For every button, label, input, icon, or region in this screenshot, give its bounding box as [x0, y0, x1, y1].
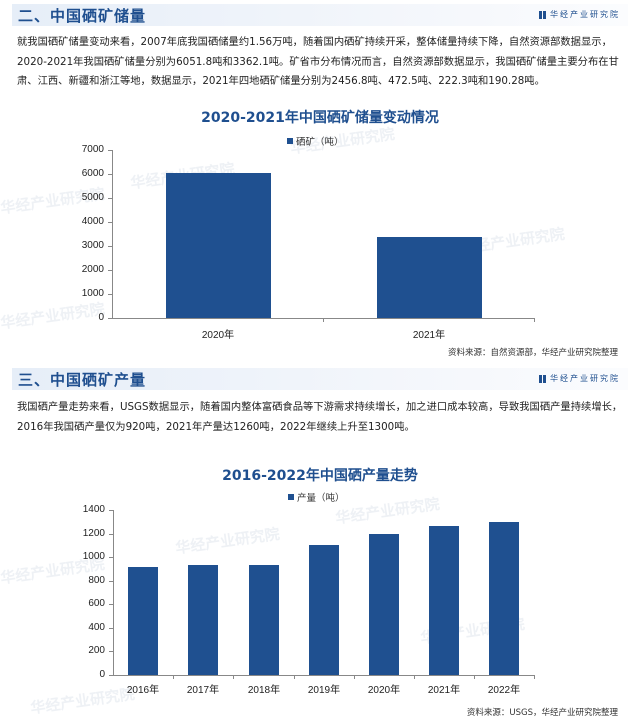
x-tick-label: 2020年 [201, 330, 235, 341]
section-header-production: 三、中国硒矿产量 华经产业研究院 [12, 368, 628, 390]
watermark: 华经产业研究院 [174, 524, 281, 558]
bar-2021 [429, 526, 459, 675]
section-paragraph: 我国硒产量走势来看，USGS数据显示，随着国内整体富硒食品等下游需求持续增长，加… [17, 401, 623, 433]
y-tick-label: 3000 [81, 240, 104, 251]
y-tick-mark [108, 174, 112, 175]
y-tick-mark [108, 294, 112, 295]
y-tick-label: 1000 [82, 551, 105, 562]
chart-legend: 产量（吨） [288, 490, 345, 504]
brand-logo: 华经产业研究院 [539, 9, 620, 20]
y-tick-label: 200 [88, 645, 105, 656]
y-tick-label: 4000 [81, 216, 104, 227]
section-header-reserves: 二、中国硒矿储量 华经产业研究院 [12, 4, 628, 26]
x-axis [113, 675, 535, 676]
brand-icon [539, 374, 546, 383]
y-tick-mark [109, 675, 113, 676]
x-tick-label: 2020年 [367, 685, 401, 696]
brand-icon [539, 10, 546, 19]
x-tick-label: 2021年 [412, 330, 446, 341]
y-tick-mark [108, 198, 112, 199]
y-tick-label: 1200 [82, 528, 105, 539]
y-tick-mark [109, 510, 113, 511]
x-tick-label: 2017年 [186, 685, 220, 696]
y-tick-label: 400 [88, 622, 105, 633]
y-tick-mark [108, 246, 112, 247]
x-tick-mark [414, 675, 415, 679]
y-tick-mark [108, 150, 112, 151]
brand-name: 华经产业研究院 [550, 374, 620, 383]
x-tick-mark [474, 675, 475, 679]
x-tick-mark [534, 675, 535, 679]
y-tick-mark [108, 270, 112, 271]
data-source: 资料来源：USGS，华经产业研究院整理 [466, 708, 618, 718]
x-tick-label: 2021年 [427, 685, 461, 696]
chart-title: 2020-2021年中国硒矿储量变动情况 [201, 110, 439, 126]
y-tick-label: 0 [98, 312, 104, 323]
bar-2018 [249, 565, 279, 675]
y-axis [112, 150, 113, 318]
bar-2017 [188, 565, 218, 675]
brand-logo: 华经产业研究院 [539, 373, 620, 384]
y-tick-label: 5000 [81, 192, 104, 203]
chart-legend: 硒矿（吨） [287, 134, 344, 148]
x-tick-mark [323, 318, 324, 322]
brand-name: 华经产业研究院 [550, 10, 620, 19]
x-tick-label: 2022年 [487, 685, 521, 696]
y-axis [113, 510, 114, 675]
bar-2016 [128, 567, 158, 675]
bar-2020 [369, 534, 399, 675]
x-tick-mark [233, 675, 234, 679]
data-source: 资料来源：自然资源部，华经产业研究院整理 [447, 348, 618, 358]
y-tick-mark [109, 557, 113, 558]
legend-label: 产量（吨） [297, 493, 345, 504]
y-tick-label: 6000 [81, 168, 104, 179]
y-tick-label: 1000 [81, 288, 104, 299]
y-tick-mark [109, 651, 113, 652]
bar-2021 [377, 237, 482, 318]
section-title: 二、中国硒矿储量 [18, 7, 147, 25]
section-title: 三、中国硒矿产量 [18, 371, 147, 389]
legend-swatch [287, 138, 293, 144]
y-tick-label: 800 [88, 575, 105, 586]
y-tick-mark [109, 534, 113, 535]
bar-2022 [489, 522, 519, 675]
watermark: 华经产业研究院 [334, 494, 441, 528]
chart-title: 2016-2022年中国硒产量走势 [222, 468, 418, 484]
x-tick-mark [534, 318, 535, 322]
x-tick-label: 2018年 [247, 685, 281, 696]
bar-2019 [309, 545, 339, 675]
x-tick-mark [294, 675, 295, 679]
x-tick-mark [173, 675, 174, 679]
section-paragraph: 就我国硒矿储量变动来看，2007年底我国硒储量约1.56万吨，随着国内硒矿持续开… [17, 36, 619, 87]
y-tick-mark [108, 318, 112, 319]
y-tick-label: 0 [99, 669, 105, 680]
legend-label: 硒矿（吨） [296, 137, 344, 148]
y-tick-mark [108, 222, 112, 223]
y-tick-label: 2000 [81, 264, 104, 275]
y-tick-label: 600 [88, 598, 105, 609]
y-tick-mark [109, 628, 113, 629]
bar-2020 [166, 173, 271, 318]
legend-swatch [288, 494, 294, 500]
y-tick-label: 1400 [82, 504, 105, 515]
y-tick-label: 7000 [81, 144, 104, 155]
y-tick-mark [109, 604, 113, 605]
x-tick-label: 2016年 [126, 685, 160, 696]
y-tick-mark [109, 581, 113, 582]
x-tick-mark [354, 675, 355, 679]
x-tick-label: 2019年 [307, 685, 341, 696]
